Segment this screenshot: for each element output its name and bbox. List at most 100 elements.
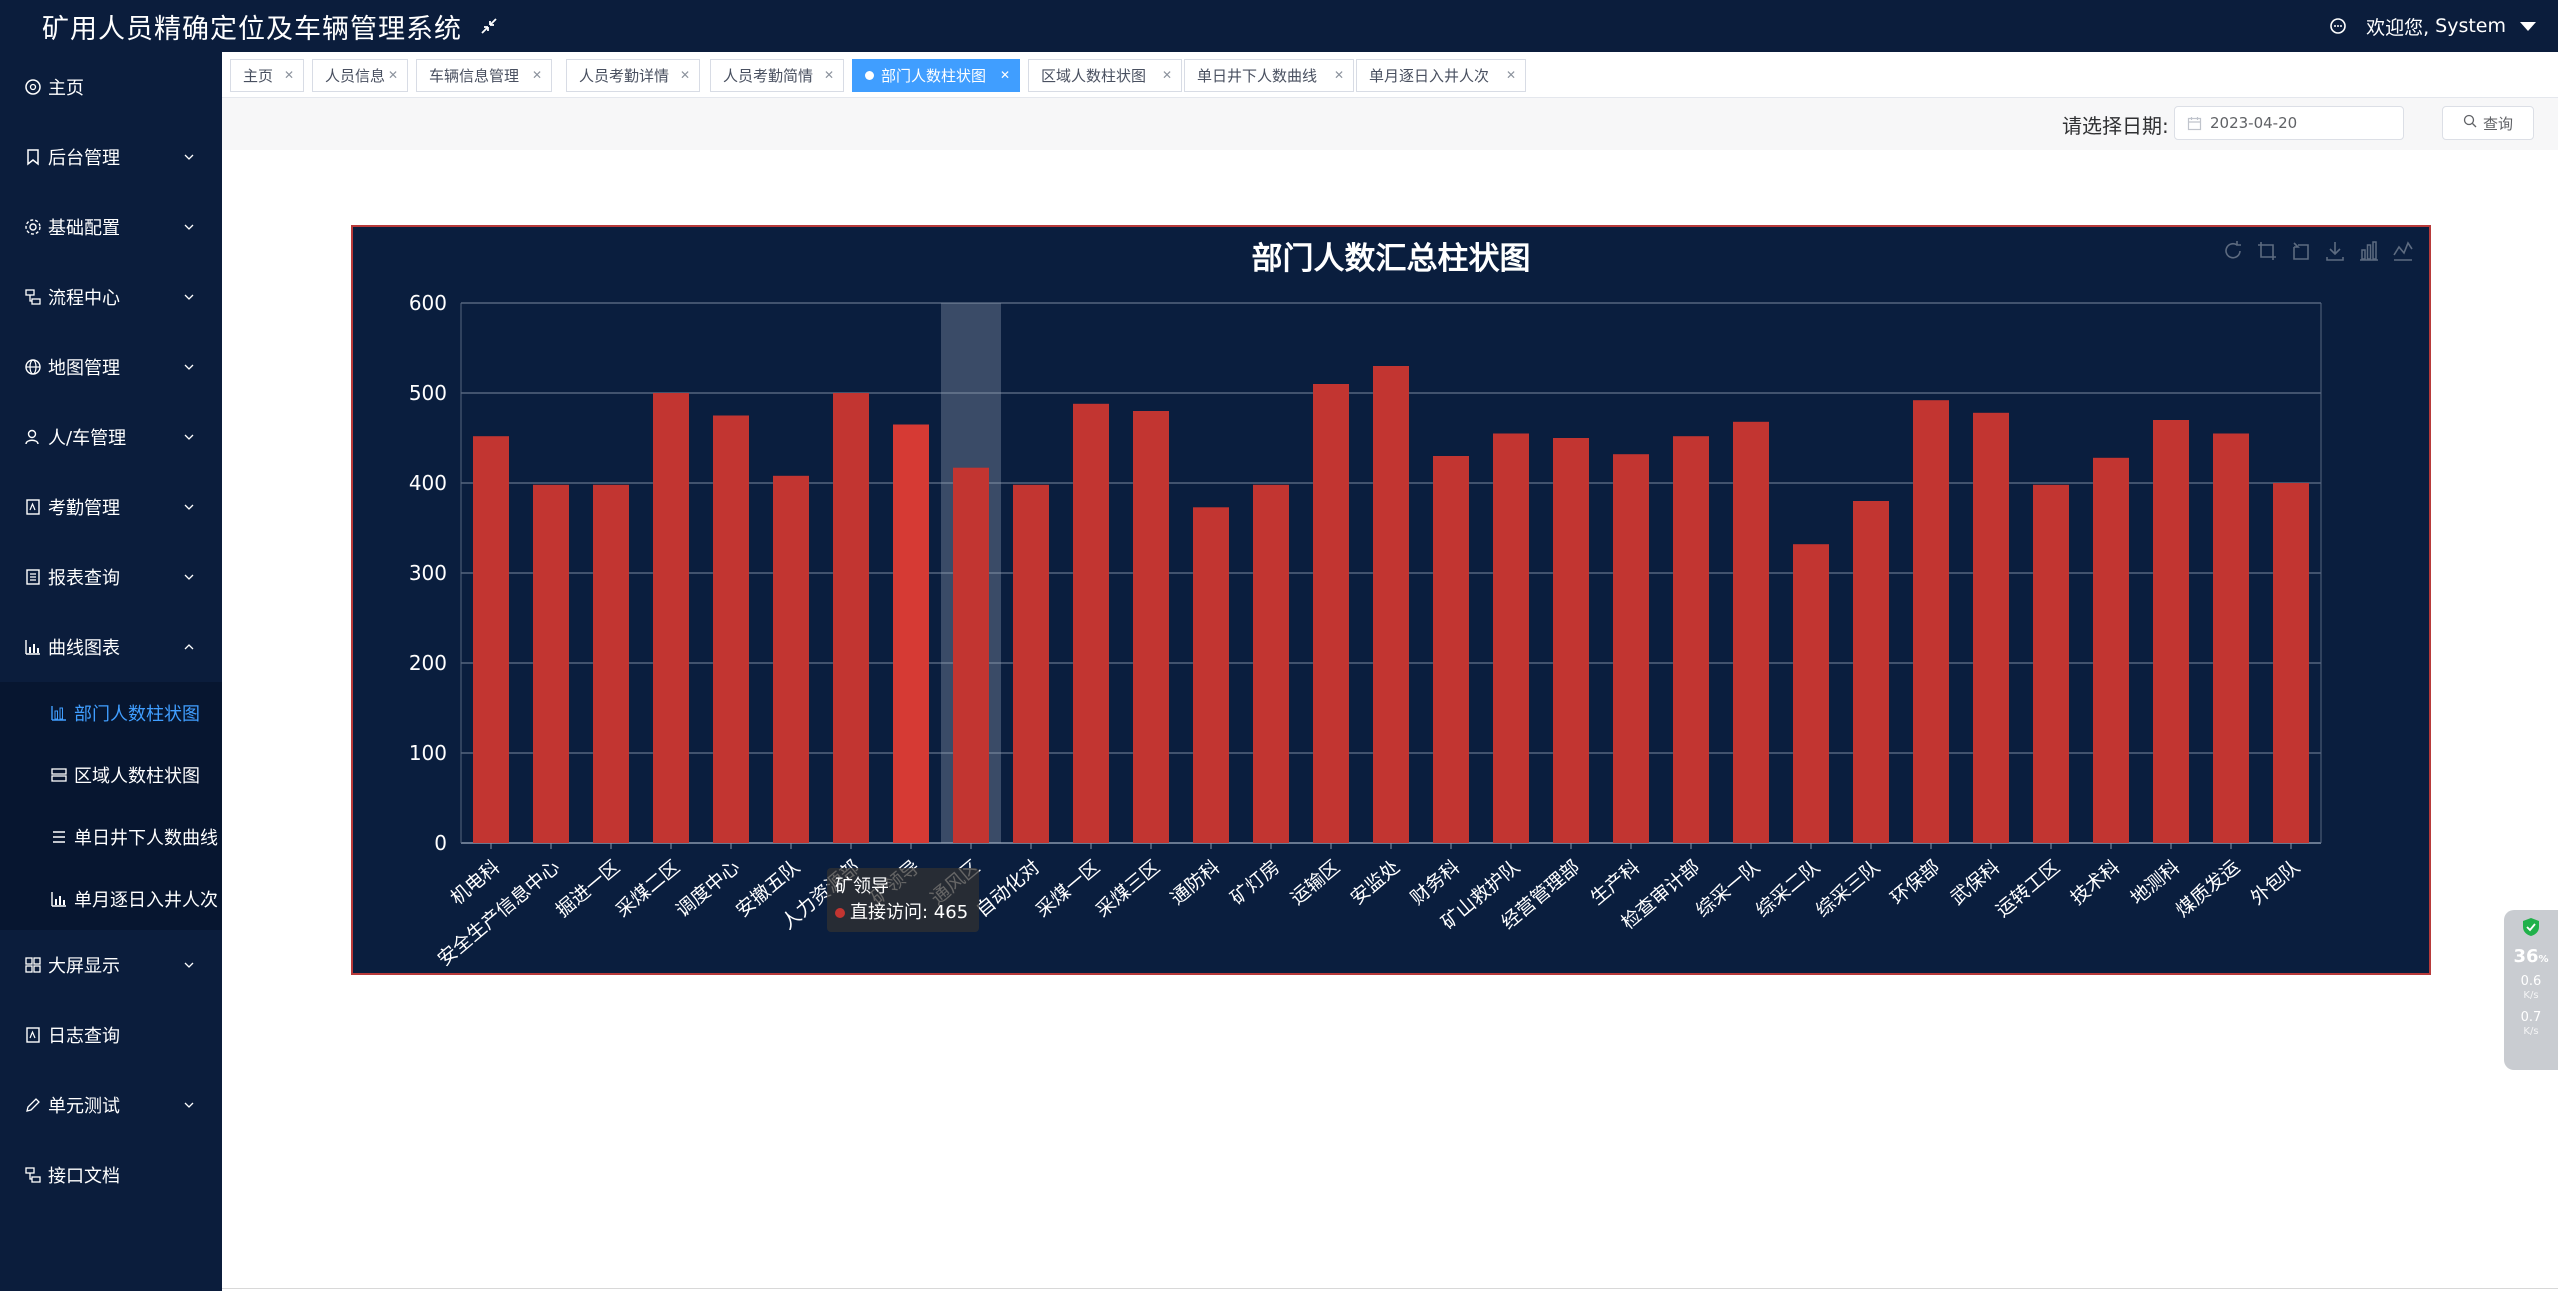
tab-attendance-detail[interactable]: 人员考勤详情 ✕: [566, 59, 700, 92]
bar: [953, 467, 989, 843]
server-icon: [50, 766, 68, 784]
bar: [533, 484, 569, 843]
sidebar-subitem-label: 区域人数柱状图: [74, 766, 200, 787]
x-tick-label: 运转工区: [1992, 856, 2064, 922]
close-icon[interactable]: ✕: [283, 68, 294, 82]
sidebar-item-api-docs[interactable]: 接口文档: [0, 1140, 222, 1210]
close-icon[interactable]: ✕: [387, 68, 398, 82]
cpu-percent: 36%: [2513, 946, 2549, 967]
sidebar-item-map[interactable]: 地图管理: [0, 332, 222, 402]
bar: [1253, 484, 1289, 843]
line-chart-icon[interactable]: [2391, 239, 2415, 263]
close-icon[interactable]: ✕: [1333, 68, 1344, 82]
chevron-down-icon: [182, 220, 196, 234]
bar-chart-icon: [24, 638, 42, 656]
upload-speed: 0.6 K/s: [2520, 974, 2542, 1002]
date-picker-input[interactable]: 2023-04-20: [2174, 106, 2404, 140]
welcome-text: 欢迎您,: [2366, 16, 2430, 39]
y-tick-label: 200: [409, 651, 447, 675]
zoom-icon[interactable]: [2255, 239, 2279, 263]
chevron-up-icon: [182, 640, 196, 654]
bar-chart[interactable]: 0100200300400500600机电科安全生产信息中心掘进一区采煤二区调度…: [353, 227, 2429, 973]
sidebar-item-process[interactable]: 流程中心: [0, 262, 222, 332]
sidebar-item-home[interactable]: 主页: [0, 52, 222, 122]
sidebar-item-label: 流程中心: [48, 288, 120, 309]
user-menu[interactable]: 欢迎您, System: [2366, 13, 2536, 40]
tab-monthly-entries[interactable]: 单月逐日入井人次 ✕: [1356, 59, 1526, 92]
caret-down-icon: [2520, 21, 2536, 31]
bar-chart-icon[interactable]: [2357, 239, 2381, 263]
x-tick-label: 自动化对: [972, 856, 1044, 922]
sidebar-item-label: 后台管理: [48, 148, 120, 169]
sidebar-subitem-dept-bar[interactable]: 部门人数柱状图: [0, 682, 222, 744]
close-icon[interactable]: ✕: [1505, 68, 1516, 82]
tab-label: 主页: [243, 67, 274, 85]
sidebar-item-config[interactable]: 基础配置: [0, 192, 222, 262]
gear-icon: [24, 218, 42, 236]
sidebar-item-logs[interactable]: 日志查询: [0, 1000, 222, 1070]
zoom-reset-icon[interactable]: [2289, 239, 2313, 263]
chevron-down-icon: [182, 500, 196, 514]
close-icon[interactable]: ✕: [679, 68, 690, 82]
flow-icon: [24, 288, 42, 306]
x-tick-label: 安监处: [1346, 856, 1404, 910]
sidebar-item-reports[interactable]: 报表查询: [0, 542, 222, 612]
app-title: 矿用人员精确定位及车辆管理系统: [42, 13, 462, 45]
query-button[interactable]: 查询: [2442, 106, 2534, 140]
collapse-icon[interactable]: [478, 15, 500, 37]
edit-icon: [24, 1096, 42, 1114]
y-tick-label: 400: [409, 471, 447, 495]
bar: [1973, 412, 2009, 843]
sidebar-subitem-monthly-entries[interactable]: 单月逐日入井人次: [0, 868, 222, 930]
close-icon[interactable]: ✕: [1161, 68, 1172, 82]
sidebar-item-admin[interactable]: 后台管理: [0, 122, 222, 192]
sidebar-item-label: 报表查询: [48, 568, 120, 589]
tab-dept-bar[interactable]: 部门人数柱状图 ✕: [852, 59, 1020, 92]
sidebar-subitem-label: 部门人数柱状图: [74, 704, 200, 725]
document-icon: [24, 568, 42, 586]
sidebar-subitem-area-bar[interactable]: 区域人数柱状图: [0, 744, 222, 806]
chevron-down-icon: [182, 290, 196, 304]
sidebar-item-label: 日志查询: [48, 1026, 120, 1047]
x-tick-label: 外包队: [2246, 856, 2304, 910]
sidebar-item-people-vehicle[interactable]: 人/车管理: [0, 402, 222, 472]
close-icon[interactable]: ✕: [531, 68, 542, 82]
sidebar-item-label: 大屏显示: [48, 956, 120, 977]
user-icon: [24, 428, 42, 446]
message-icon[interactable]: [2328, 16, 2348, 36]
sidebar-item-attendance[interactable]: 考勤管理: [0, 472, 222, 542]
globe-icon: [24, 358, 42, 376]
tab-label: 区域人数柱状图: [1041, 67, 1147, 85]
sidebar-item-charts[interactable]: 曲线图表: [0, 612, 222, 682]
tab-label: 单月逐日入井人次: [1369, 67, 1490, 85]
sidebar-item-label: 考勤管理: [48, 498, 120, 519]
close-icon[interactable]: ✕: [823, 68, 834, 82]
close-icon[interactable]: ✕: [999, 68, 1010, 82]
shield-check-icon: [2520, 916, 2542, 938]
tab-personnel-info[interactable]: 人员信息 ✕: [312, 59, 408, 92]
bar: [773, 475, 809, 843]
bar: [473, 436, 509, 843]
sidebar-subitem-daily-curve[interactable]: 单日井下人数曲线: [0, 806, 222, 868]
net-speed-widget[interactable]: 36% 0.6 K/s 0.7 K/s: [2504, 910, 2558, 1070]
chevron-down-icon: [182, 1098, 196, 1112]
tab-area-bar[interactable]: 区域人数柱状图 ✕: [1028, 59, 1182, 92]
tab-label: 部门人数柱状图: [881, 67, 987, 85]
grid-icon: [24, 956, 42, 974]
download-icon[interactable]: [2323, 239, 2347, 263]
tab-daily-curve[interactable]: 单日井下人数曲线 ✕: [1184, 59, 1354, 92]
x-tick-label: 采煤一区: [1032, 856, 1104, 922]
flow-icon: [24, 1166, 42, 1184]
tooltip-series-name: 直接访问: [850, 902, 922, 923]
tab-attendance-brief[interactable]: 人员考勤简情 ✕: [710, 59, 844, 92]
bar: [593, 484, 629, 843]
bookmark-icon: [24, 148, 42, 166]
sidebar-item-unit-test[interactable]: 单元测试: [0, 1070, 222, 1140]
tab-vehicle-info[interactable]: 车辆信息管理 ✕: [416, 59, 552, 92]
sidebar-item-big-screen[interactable]: 大屏显示: [0, 930, 222, 1000]
chevron-down-icon: [182, 430, 196, 444]
sidebar-item-label: 人/车管理: [48, 428, 127, 449]
tab-home[interactable]: 主页 ✕: [230, 59, 304, 92]
calendar-icon: [2187, 116, 2202, 131]
restore-icon[interactable]: [2221, 239, 2245, 263]
